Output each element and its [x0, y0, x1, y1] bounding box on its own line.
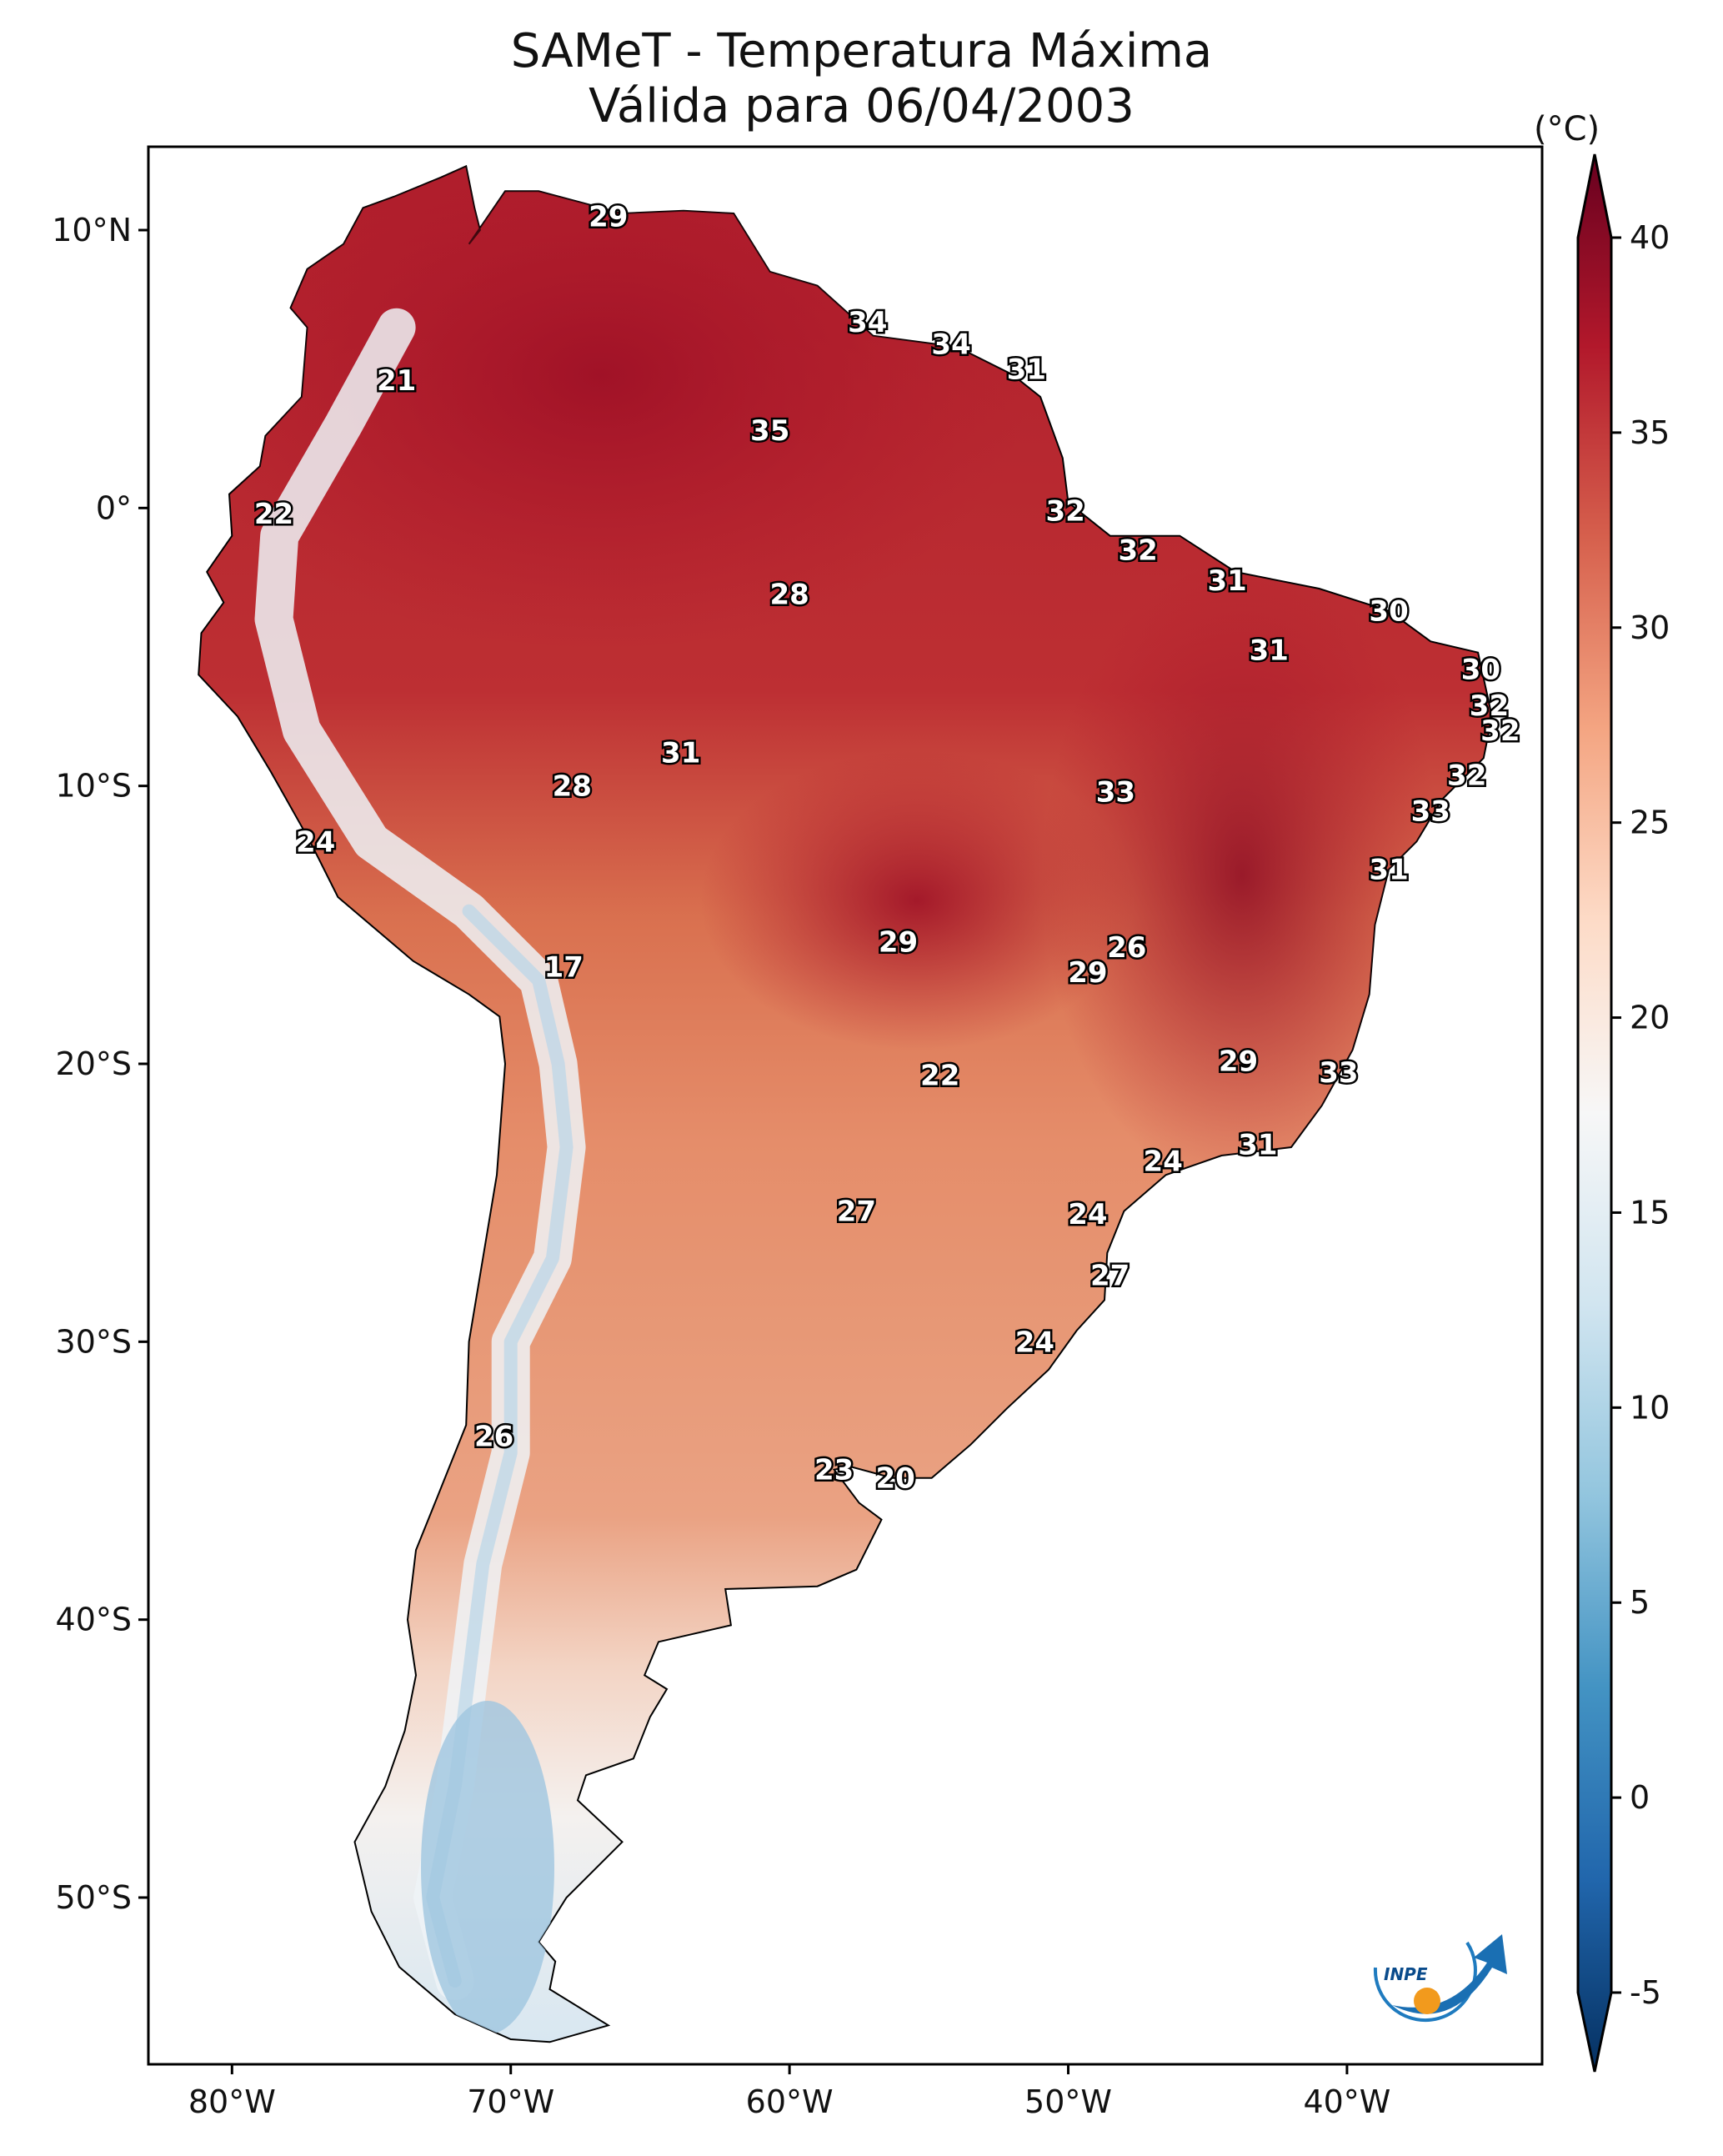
- latitude-axis: 10°N 0° 10°S 20°S 30°S 40°S 50°S: [52, 212, 148, 1916]
- city-temp-label: 29: [1219, 1045, 1258, 1079]
- city-temp-label: 26: [1107, 931, 1146, 965]
- city-temp-label: 27: [837, 1196, 876, 1229]
- city-temp-label: 31: [1238, 1129, 1277, 1162]
- colorbar-tick-label: 30: [1630, 609, 1670, 646]
- colorbar-tick-label: 10: [1630, 1389, 1670, 1426]
- lon-tick-label: 70°W: [467, 2083, 554, 2120]
- city-temp-label: 31: [661, 737, 700, 770]
- logo-text: INPE: [1384, 1964, 1428, 1984]
- colorbar-tick-label: 0: [1630, 1779, 1650, 1816]
- lon-tick-label: 80°W: [188, 2083, 276, 2120]
- lon-tick-label: 60°W: [746, 2083, 834, 2120]
- city-temp-label: 31: [1250, 634, 1289, 667]
- colorbar-tick-label: 20: [1630, 1000, 1670, 1036]
- city-temp-label: 29: [1068, 956, 1107, 990]
- city-temp-label: 28: [769, 579, 809, 612]
- city-temp-label: 17: [544, 950, 584, 984]
- city-temp-label: 34: [931, 328, 970, 362]
- city-temp-label: 32: [1470, 689, 1509, 723]
- map-title: SAMeT - Temperatura Máxima: [510, 24, 1213, 78]
- city-temp-label: 23: [814, 1454, 854, 1487]
- city-temp-label: 22: [920, 1059, 959, 1092]
- map-subtitle: Válida para 06/04/2003: [589, 79, 1134, 133]
- colorbar-tick-label: 5: [1630, 1584, 1650, 1621]
- longitude-axis: 80°W 70°W 60°W 50°W 40°W: [188, 2064, 1390, 2120]
- city-temp-label: 26: [474, 1421, 513, 1454]
- colorbar-tick-label: -5: [1630, 1974, 1661, 2011]
- city-temp-label: 21: [377, 364, 416, 398]
- city-temp-label: 24: [1015, 1326, 1054, 1359]
- lat-tick-label: 10°S: [56, 768, 132, 805]
- city-temp-label: 34: [848, 306, 887, 339]
- lat-tick-label: 20°S: [56, 1045, 132, 1082]
- logo-ring-icon: [1373, 1941, 1477, 2022]
- colorbar-tick-label: 25: [1630, 805, 1670, 841]
- city-temp-label: 32: [1046, 495, 1085, 529]
- city-temp-label: 22: [254, 498, 293, 531]
- city-temp-label: 29: [879, 925, 918, 959]
- lat-tick-label: 30°S: [56, 1323, 132, 1360]
- lat-tick-label: 10°N: [52, 212, 132, 248]
- lat-tick-label: 0°: [96, 489, 132, 526]
- city-temp-label: 24: [296, 825, 335, 859]
- city-temp-label: 31: [1207, 564, 1246, 598]
- colorbar-tick-label: 40: [1630, 219, 1670, 256]
- city-temp-label: 31: [1007, 353, 1046, 387]
- city-temp-label: 33: [1411, 795, 1450, 829]
- city-temp-label: 24: [1068, 1198, 1107, 1231]
- city-temp-label: 31: [1369, 854, 1408, 887]
- lat-tick-label: 50°S: [56, 1879, 132, 1916]
- colorbar-tick-label: 35: [1630, 414, 1670, 451]
- city-temp-label: 30: [1369, 595, 1408, 629]
- city-temp-label: 33: [1319, 1056, 1358, 1090]
- colorbar-body: [1576, 153, 1613, 2073]
- city-temp-label: 32: [1447, 759, 1486, 792]
- colorbar-ticks: 40 35 30 25 20 15 10 5 0 -5: [1611, 219, 1670, 2011]
- city-temp-label: 33: [1096, 775, 1135, 809]
- city-temp-label: 29: [589, 200, 628, 233]
- lon-tick-label: 50°W: [1024, 2083, 1112, 2120]
- city-temp-label: 32: [1480, 714, 1520, 748]
- inpe-logo: INPE: [1373, 1934, 1507, 2022]
- colorbar-tick-label: 15: [1630, 1194, 1670, 1231]
- city-temp-label: 32: [1118, 534, 1157, 567]
- lon-tick-label: 40°W: [1303, 2083, 1390, 2120]
- lat-tick-label: 40°S: [56, 1602, 132, 1638]
- city-temp-label: 27: [1090, 1259, 1129, 1292]
- logo-sun-icon: [1414, 1988, 1440, 2014]
- colorbar: 40 35 30 25 20 15 10 5 0 -5: [1576, 153, 1670, 2073]
- city-temp-label: 35: [750, 414, 789, 448]
- logo-arrow-icon: [1392, 1934, 1507, 2014]
- city-temp-label: 20: [876, 1462, 915, 1496]
- colorbar-unit: (°C): [1534, 110, 1600, 148]
- city-temp-label: 30: [1461, 654, 1500, 687]
- city-temp-label: 28: [553, 770, 592, 804]
- city-temp-label: 24: [1144, 1146, 1183, 1179]
